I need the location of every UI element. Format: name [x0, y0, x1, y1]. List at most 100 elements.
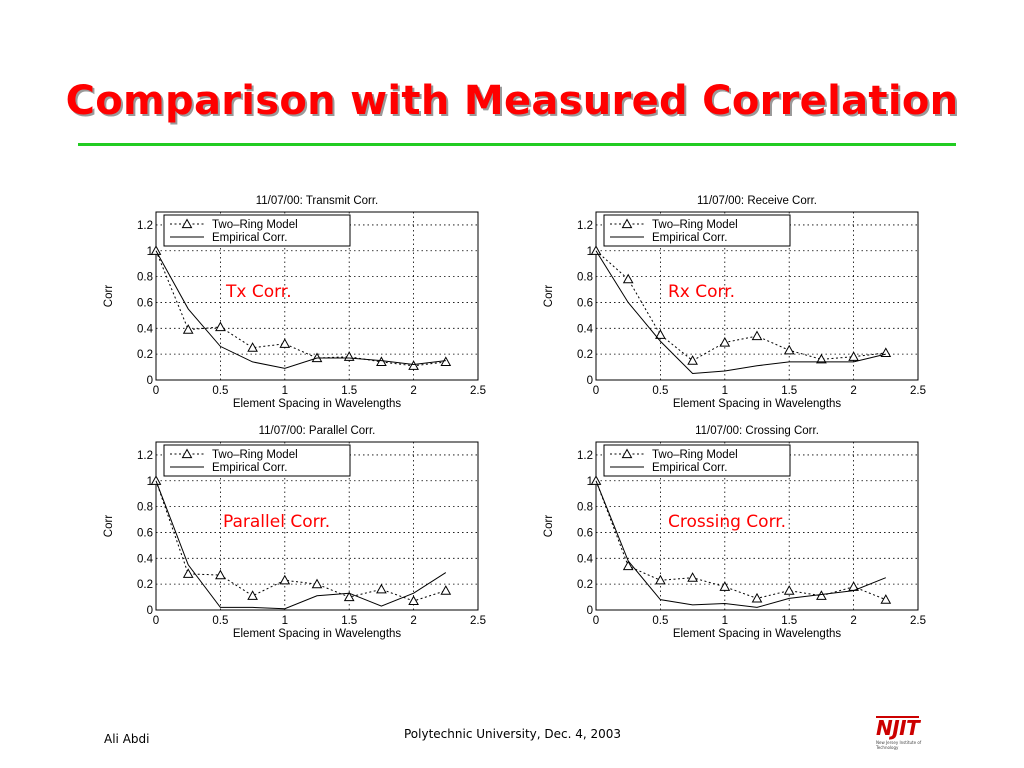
series-line-empirical — [155, 480, 447, 610]
y-tick-label: 0 — [147, 605, 153, 617]
legend-marker-triangle — [181, 448, 193, 459]
legend-entry: Two–Ring Model — [652, 449, 738, 461]
legend-box — [603, 214, 791, 247]
data-point-triangle — [622, 560, 634, 571]
x-tick-label: 2.5 — [910, 385, 926, 397]
data-point-triangle — [408, 595, 419, 606]
data-point-triangle — [880, 594, 892, 604]
data-point-triangle — [343, 591, 355, 602]
x-tick-label: 0 — [593, 615, 599, 627]
njit-logo: NJIT New Jersey Institute of Technology — [876, 716, 940, 750]
legend-entry: Empirical Corr. — [212, 462, 287, 474]
x-axis-label: Element Spacing in Wavelengths — [233, 398, 402, 410]
y-tick-label: 1 — [147, 246, 153, 258]
data-point-triangle — [440, 585, 452, 595]
x-tick-label: 0 — [153, 615, 159, 627]
legend-entry: Empirical Corr. — [212, 232, 287, 244]
y-tick-label: 0.4 — [137, 323, 154, 335]
x-tick-label: 2.5 — [470, 615, 486, 627]
data-point-triangle — [279, 574, 291, 585]
legend-marker-triangle — [621, 218, 633, 229]
legend-entry: Two–Ring Model — [652, 219, 738, 231]
y-tick-label: 0.2 — [577, 349, 593, 361]
y-tick-label: 1.2 — [137, 220, 153, 232]
series-line-empirical — [155, 250, 446, 369]
y-axis-label: Corr — [543, 285, 555, 308]
y-tick-label: 1 — [147, 476, 153, 488]
data-point-triangle — [655, 574, 666, 585]
y-tick-label: 0 — [587, 375, 593, 387]
y-tick-label: 0.8 — [577, 502, 593, 514]
footer-author: Ali Abdi — [104, 732, 150, 746]
y-tick-label: 1.2 — [577, 220, 593, 232]
y-tick-label: 0.8 — [137, 272, 153, 284]
x-tick-label: 0.5 — [652, 615, 668, 627]
y-tick-label: 0.4 — [577, 323, 594, 335]
data-point-triangle — [590, 245, 602, 255]
y-tick-label: 0.6 — [577, 297, 593, 309]
data-point-triangle — [816, 353, 827, 364]
x-tick-label: 1 — [282, 385, 288, 397]
y-tick-label: 1 — [587, 476, 593, 488]
y-axis-label: Corr — [543, 515, 555, 538]
slide-title: Comparison with Measured Correlation — [65, 78, 959, 124]
y-tick-label: 0 — [587, 605, 593, 617]
data-point-triangle — [150, 475, 162, 485]
x-tick-label: 1 — [282, 615, 288, 627]
legend-box — [163, 214, 351, 247]
chart-parallel-corr: 11/07/00: Parallel Corr. 0 0.5 1 1.5 2 2.5 0 0.2… — [103, 420, 504, 652]
data-point-triangle — [279, 338, 291, 348]
y-axis-label: Corr — [103, 285, 115, 308]
x-tick-label: 1 — [722, 615, 728, 627]
data-point-triangle — [408, 360, 419, 370]
x-tick-label: 0.5 — [652, 385, 668, 397]
x-tick-label: 2.5 — [470, 385, 486, 397]
data-point-triangle — [751, 592, 763, 603]
caption-parallel-corr: Parallel Corr. — [223, 512, 331, 532]
data-point-triangle — [783, 344, 795, 355]
y-tick-label: 0.6 — [137, 527, 153, 539]
y-tick-label: 1 — [587, 246, 593, 258]
legend-entry: Empirical Corr. — [652, 232, 727, 244]
x-tick-label: 2.5 — [910, 615, 926, 627]
njit-logo-subtext: New Jersey Institute of Technology — [876, 740, 922, 750]
y-tick-label: 0.8 — [577, 272, 593, 284]
data-point-triangle — [751, 330, 763, 341]
data-point-triangle — [215, 569, 226, 580]
series-line-two-ring — [595, 250, 886, 362]
x-tick-label: 2 — [850, 615, 856, 627]
x-tick-label: 0 — [593, 385, 599, 397]
y-axis-label: Corr — [103, 515, 115, 538]
x-tick-label: 2 — [410, 385, 416, 397]
data-point-triangle — [687, 355, 698, 365]
chart-transmit-corr: 11/07/00: Transmit Corr. 0 0.5 1 1.5 2 2.5 0 0.2… — [103, 190, 504, 422]
data-point-triangle — [311, 578, 323, 589]
x-tick-label: 2 — [850, 385, 856, 397]
data-point-triangle — [150, 245, 162, 255]
y-tick-label: 0.4 — [137, 553, 154, 565]
x-tick-label: 1.5 — [341, 615, 357, 627]
x-tick-label: 0.5 — [212, 615, 228, 627]
x-tick-label: 0.5 — [212, 385, 228, 397]
y-tick-label: 0.2 — [137, 349, 153, 361]
data-point-triangle — [215, 321, 226, 332]
chart-svg: 11/07/00: Receive Corr. 0 0.5 1 1.5 2 2.5 0 0.2 0… — [543, 195, 926, 410]
legend-marker-triangle — [621, 448, 633, 459]
y-tick-label: 0.4 — [577, 553, 594, 565]
legend-marker-triangle — [181, 218, 193, 229]
x-tick-label: 1.5 — [341, 385, 357, 397]
data-point-triangle — [247, 590, 258, 600]
data-point-triangle — [687, 572, 698, 582]
caption-crossing-corr: Crossing Corr. — [668, 512, 787, 532]
chart-svg: 11/07/00: Parallel Corr. 0 0.5 1 1.5 2 2.5 0 0.2… — [103, 425, 486, 640]
x-axis-label: Element Spacing in Wavelengths — [673, 398, 842, 410]
series-line-empirical — [595, 250, 886, 375]
caption-tx-corr: Tx Corr. — [226, 282, 292, 302]
y-tick-label: 0.8 — [137, 502, 153, 514]
x-tick-label: 1 — [722, 385, 728, 397]
chart-receive-corr: 11/07/00: Receive Corr. 0 0.5 1 1.5 2 2.5 0 0.2 0… — [543, 190, 944, 422]
caption-rx-corr: Rx Corr. — [668, 282, 736, 302]
y-tick-label: 1.2 — [577, 450, 593, 462]
data-point-triangle — [440, 356, 452, 367]
y-tick-label: 0.2 — [137, 579, 153, 591]
